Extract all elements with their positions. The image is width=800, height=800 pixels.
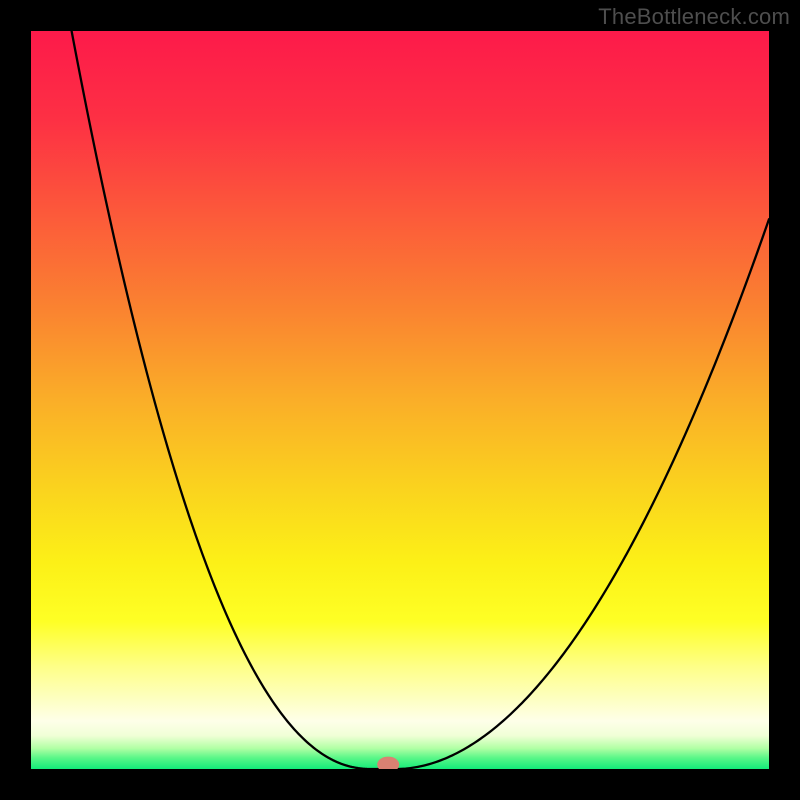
plot-background bbox=[31, 31, 769, 769]
watermark-text: TheBottleneck.com bbox=[598, 4, 790, 30]
chart-svg bbox=[0, 0, 800, 800]
chart-stage: TheBottleneck.com bbox=[0, 0, 800, 800]
